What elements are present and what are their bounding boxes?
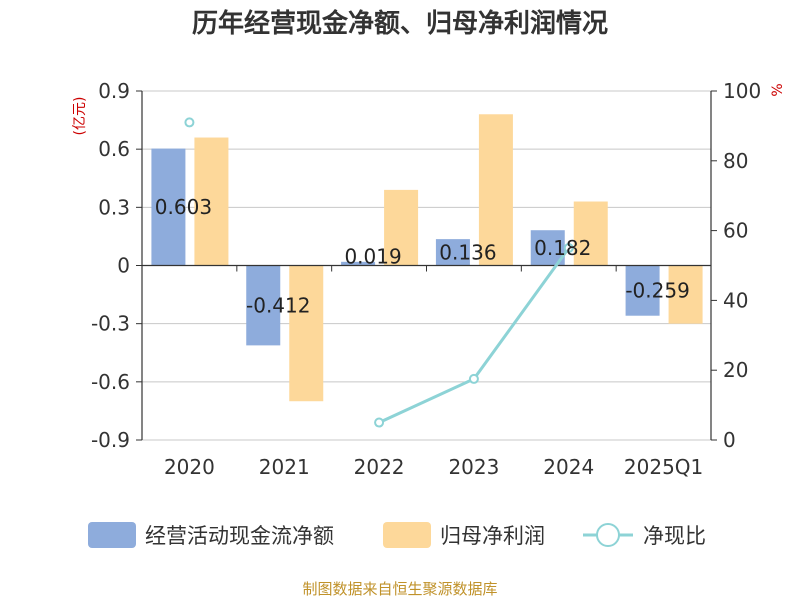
data-labels: 0.603 -0.412 0.019 0.136 0.182 -0.259 — [155, 195, 690, 317]
data-label: -0.259 — [625, 279, 689, 303]
bar — [573, 201, 608, 266]
axes: 0.9 0.6 0.3 0 -0.3 -0.6 -0.9 100 80 60 40 20 0 2020 20… — [72, 79, 786, 479]
data-label: 0.182 — [534, 236, 591, 260]
legend-label: 归母净利润 — [440, 524, 545, 548]
bar — [384, 189, 419, 266]
left-tick-label: 0.3 — [98, 195, 130, 219]
bar — [289, 265, 324, 402]
bar — [668, 265, 703, 324]
legend-label: 净现比 — [643, 524, 706, 548]
x-tick-label: 2022 — [354, 455, 405, 479]
source-note: 制图数据来自恒生聚源数据库 — [302, 580, 497, 598]
legend-swatch — [383, 522, 431, 548]
bar — [435, 239, 470, 266]
x-tick-label: 2025Q1 — [624, 455, 703, 479]
left-tick-label: 0.6 — [98, 137, 130, 161]
right-tick-label: 100 — [723, 79, 761, 103]
right-tick-label: 20 — [723, 358, 748, 382]
left-tick-label: 0 — [117, 254, 130, 278]
left-tick-label: -0.6 — [91, 370, 130, 394]
chart-title: 历年经营现金净额、归母净利润情况 — [192, 8, 608, 39]
data-label: 0.603 — [155, 195, 212, 219]
bar — [151, 148, 186, 266]
ratio-line — [378, 247, 570, 424]
x-tick-label: 2021 — [259, 455, 310, 479]
series-netprofit-bars — [194, 114, 703, 402]
right-tick-label: 80 — [723, 149, 748, 173]
right-tick-label: 0 — [723, 428, 736, 452]
right-tick-label: 40 — [723, 288, 748, 312]
data-label: 0.136 — [439, 240, 496, 264]
left-axis-unit: (亿元) — [72, 97, 88, 136]
legend-label: 经营活动现金流净额 — [145, 524, 334, 548]
ratio-point — [468, 373, 479, 384]
data-label: -0.412 — [246, 293, 310, 317]
x-tick-label: 2024 — [543, 455, 594, 479]
bar — [246, 265, 281, 346]
ratio-point — [374, 417, 385, 428]
left-tick-label: 0.9 — [98, 79, 130, 103]
legend: 经营活动现金流净额 归母净利润 净现比 — [88, 522, 706, 548]
left-tick-label: -0.9 — [91, 428, 130, 452]
bar — [478, 114, 513, 266]
right-tick-label: 60 — [723, 219, 748, 243]
right-axis-unit: % — [770, 83, 786, 96]
series-ratio-line — [184, 117, 574, 428]
series-cashflow-bars — [151, 148, 660, 346]
ratio-point — [184, 117, 195, 128]
bar — [625, 265, 660, 316]
legend-swatch-marker — [596, 523, 620, 547]
left-tick-label: -0.3 — [91, 312, 130, 336]
x-tick-label: 2023 — [448, 455, 499, 479]
legend-swatch — [88, 522, 136, 548]
data-label: 0.019 — [344, 245, 401, 269]
x-tick-label: 2020 — [164, 455, 215, 479]
bar — [341, 261, 376, 266]
ratio-point — [563, 243, 574, 254]
bar — [194, 137, 229, 266]
